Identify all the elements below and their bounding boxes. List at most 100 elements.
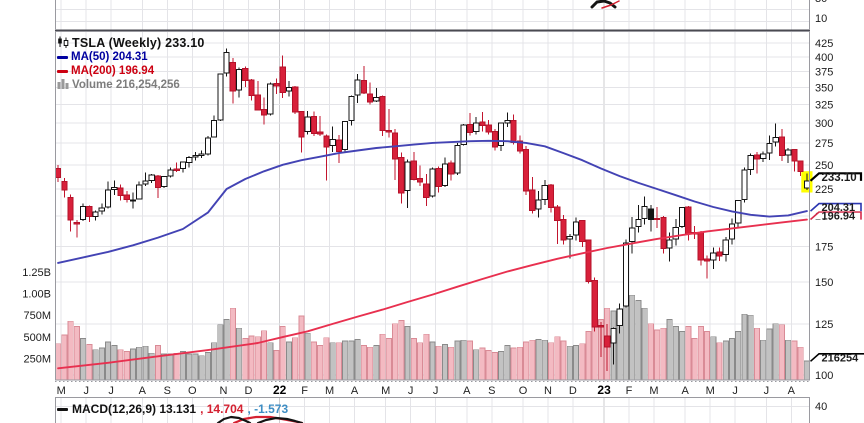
volume-bar: [573, 344, 580, 381]
date-axis-labels: M J J A S O N D 22 F M A M J J A S O N D 23 F M A M J J A: [57, 383, 796, 397]
volume-bar: [803, 360, 810, 381]
volume-bar: [329, 342, 336, 381]
volume-bar: [229, 307, 236, 381]
candle: [660, 217, 667, 250]
candle: [267, 83, 274, 115]
candle: [516, 140, 523, 152]
month-axis-label: M: [706, 385, 715, 397]
candle: [260, 109, 268, 116]
month-axis-label: A: [682, 385, 690, 397]
last-price-callout-text: 233.10: [822, 172, 857, 184]
candle: [753, 154, 761, 160]
macd-line-icon: [57, 407, 68, 411]
candle: [111, 187, 118, 190]
volume-bar: [360, 344, 367, 381]
month-axis-label: N: [219, 385, 227, 397]
volume-bar: [317, 344, 324, 381]
candle: [641, 206, 648, 219]
candle: [523, 149, 530, 192]
candle: [292, 86, 299, 113]
volume-axis-label: 1.25B: [22, 267, 51, 279]
candle: [129, 199, 137, 202]
volume-bar: [310, 341, 317, 381]
candle: [685, 206, 692, 235]
volume-bar: [267, 342, 274, 381]
candle: [117, 187, 124, 197]
volume-bar: [722, 340, 729, 381]
month-axis-label: A: [463, 385, 471, 397]
candlestick-icon: [57, 36, 69, 51]
month-axis-label: M: [649, 385, 658, 397]
upper-indicator-remnant: [590, 0, 620, 9]
candle: [454, 144, 461, 174]
price-axis-label: 275: [815, 138, 833, 150]
candle: [591, 280, 598, 328]
volume-bar: [448, 346, 455, 381]
candle: [67, 197, 74, 221]
volume-bar: [441, 344, 448, 381]
volume-bar: [529, 339, 536, 381]
volume-bar: [323, 337, 330, 381]
volume-bar: [747, 314, 754, 381]
candle: [529, 189, 536, 211]
candle: [304, 116, 311, 132]
volume-bar: [105, 341, 112, 381]
volume-bar: [416, 342, 423, 381]
candle: [429, 168, 436, 197]
candle: [466, 124, 473, 133]
candle: [560, 219, 567, 241]
volume-bar: [348, 340, 355, 381]
volume-bar: [741, 313, 748, 381]
candle: [728, 223, 736, 240]
volume-bar: [204, 351, 211, 381]
candle: [298, 111, 305, 138]
chart-legend: TSLA (Weekly) 233.10 MA(50) 204.31 MA(20…: [57, 36, 205, 92]
candle: [803, 180, 810, 189]
month-axis-label: F: [301, 385, 308, 397]
month-axis-label: S: [488, 385, 495, 397]
volume-bar: [335, 342, 342, 381]
volume-bar: [797, 346, 804, 381]
gridlines: [56, 0, 809, 423]
candle: [485, 124, 492, 133]
volume-axis-label: 1.00B: [22, 289, 51, 301]
volume-bar: [579, 343, 586, 381]
candle: [61, 180, 68, 191]
volume-bar: [791, 340, 798, 381]
ma50-price-callout-text: 204.31: [822, 202, 856, 214]
year-axis-label: 22: [273, 383, 287, 397]
volume-bar: [435, 345, 442, 381]
price-axis-label: 125: [815, 319, 833, 331]
volume-bar: [685, 325, 692, 381]
volume-bar: [710, 336, 717, 381]
candle: [142, 180, 149, 185]
candle: [604, 335, 611, 348]
candle: [254, 94, 261, 111]
volume-bar: [473, 349, 480, 381]
volume-bar: [173, 352, 180, 381]
candle: [791, 149, 798, 162]
candle: [279, 66, 286, 94]
candle: [285, 87, 293, 92]
candle: [716, 251, 723, 257]
candle: [672, 226, 679, 240]
volume-bar: [510, 347, 517, 381]
volume-bar: [217, 324, 224, 381]
volume-bar: [129, 348, 136, 381]
volume-bar: [342, 340, 349, 381]
volume-bar: [772, 323, 779, 381]
candle: [86, 206, 93, 217]
volume-bars-icon: [57, 78, 69, 92]
volume-bar: [554, 336, 561, 381]
candle: [585, 239, 592, 283]
candle: [55, 168, 62, 178]
volume-bar: [80, 338, 87, 381]
volume-bar: [179, 351, 186, 381]
year-axis-label: 23: [597, 383, 611, 397]
ma200-price-callout: [809, 211, 862, 221]
candle: [161, 175, 168, 187]
candle: [329, 138, 336, 147]
volume-bar: [117, 349, 124, 381]
